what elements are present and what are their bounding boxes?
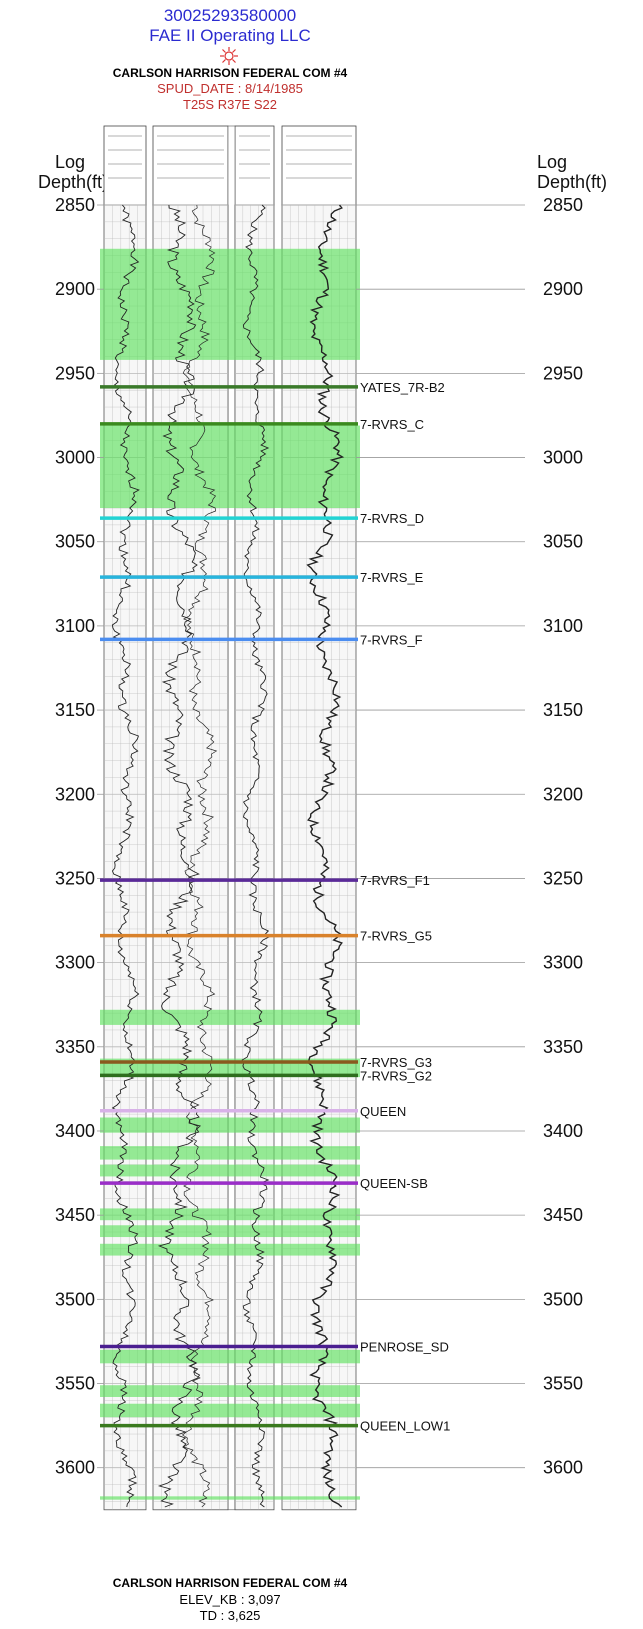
shaded-interval bbox=[100, 1403, 360, 1418]
depth-tick-label-right: 3050 bbox=[543, 532, 583, 552]
footer-elev-kb: ELEV_KB : 3,097 bbox=[179, 1592, 281, 1607]
depth-tick-label-left: 3250 bbox=[55, 868, 95, 888]
formation-top-label: 7-RVRS_C bbox=[360, 417, 424, 432]
shaded-intervals bbox=[100, 248, 360, 1500]
depth-tick-label-right: 3150 bbox=[543, 700, 583, 720]
depth-tick-label-right: 3250 bbox=[543, 868, 583, 888]
footer-td: TD : 3,625 bbox=[199, 1608, 261, 1623]
log-curves bbox=[111, 204, 345, 1508]
shaded-interval bbox=[100, 1146, 360, 1160]
depth-tick-label-left: 3300 bbox=[55, 953, 95, 973]
depth-tick-label-right: 3500 bbox=[543, 1289, 583, 1309]
log-track bbox=[103, 204, 147, 1511]
depth-tick-label-right: 3200 bbox=[543, 784, 583, 804]
depth-tick-label-left: 3050 bbox=[55, 532, 95, 552]
well-location: T25S R37E S22 bbox=[183, 97, 277, 112]
formation-top-label: YATES_7R-B2 bbox=[360, 380, 445, 395]
depth-tick-label-right: 3300 bbox=[543, 953, 583, 973]
log-curve bbox=[111, 204, 140, 1508]
log-curve bbox=[157, 204, 202, 1508]
depth-tick-label-right: 2950 bbox=[543, 363, 583, 383]
log-track bbox=[152, 204, 229, 1511]
shaded-interval bbox=[100, 425, 360, 509]
depth-tick-label-right: 3400 bbox=[543, 1121, 583, 1141]
right-axis-label-bottom: Depth(ft) bbox=[537, 172, 608, 192]
log-curve bbox=[241, 204, 270, 1508]
left-axis-label-top: Log bbox=[55, 152, 86, 172]
log-curve bbox=[306, 204, 345, 1508]
depth-tick-label-left: 3600 bbox=[55, 1458, 95, 1478]
shaded-interval bbox=[100, 1117, 360, 1133]
right-axis-label-top: Log bbox=[537, 152, 568, 172]
depth-tick-label-right: 2850 bbox=[543, 195, 583, 215]
depth-tick-label-left: 3150 bbox=[55, 700, 95, 720]
formation-top-label: 7-RVRS_E bbox=[360, 570, 424, 585]
depth-tick-label-left: 3100 bbox=[55, 616, 95, 636]
track-headers bbox=[103, 125, 357, 1511]
formation-top-label: PENROSE_SD bbox=[360, 1339, 449, 1354]
footer-well-name: CARLSON HARRISON FEDERAL COM #4 bbox=[112, 1576, 348, 1590]
well-name: CARLSON HARRISON FEDERAL COM #4 bbox=[112, 66, 348, 80]
depth-tick-label-left: 3450 bbox=[55, 1205, 95, 1225]
depth-tick-label-right: 3600 bbox=[543, 1458, 583, 1478]
log-curve bbox=[181, 204, 218, 1508]
shaded-interval bbox=[100, 1349, 360, 1364]
shaded-interval bbox=[100, 248, 360, 360]
log-track bbox=[234, 204, 275, 1511]
depth-tick-label-right: 3000 bbox=[543, 448, 583, 468]
depth-tick-label-left: 2950 bbox=[55, 363, 95, 383]
depth-tick-label-left: 3350 bbox=[55, 1037, 95, 1057]
formation-top-label: 7-RVRS_G2 bbox=[360, 1068, 432, 1083]
depth-tick-label-left: 3200 bbox=[55, 784, 95, 804]
spud-date: SPUD_DATE : 8/14/1985 bbox=[157, 81, 303, 96]
depth-tick-label-left: 3400 bbox=[55, 1121, 95, 1141]
depth-tick-label-left: 2900 bbox=[55, 279, 95, 299]
depth-axis: 2850 2850 2900 2900 2950 2950 3000 3000 3050 3050… bbox=[55, 195, 583, 1478]
track-header-box bbox=[103, 125, 147, 206]
formation-top-label: 7-RVRS_G5 bbox=[360, 929, 432, 944]
formation-top-label: QUEEN bbox=[360, 1104, 406, 1119]
shaded-interval bbox=[100, 1225, 360, 1238]
formation-top-label: 7-RVRS_D bbox=[360, 511, 424, 526]
depth-tick-label-right: 3450 bbox=[543, 1205, 583, 1225]
depth-tick-label-right: 3100 bbox=[543, 616, 583, 636]
formation-top-label: QUEEN-SB bbox=[360, 1176, 428, 1191]
shaded-interval bbox=[100, 1164, 360, 1177]
formation-top-label: 7-RVRS_G3 bbox=[360, 1055, 432, 1070]
formation-top-label: 7-RVRS_F bbox=[360, 632, 423, 647]
depth-tick-label-right: 3350 bbox=[543, 1037, 583, 1057]
shaded-interval bbox=[100, 1385, 360, 1397]
track-header-box bbox=[152, 125, 229, 206]
well-symbol-icon bbox=[220, 47, 238, 65]
operator-name: FAE II Operating LLC bbox=[149, 26, 311, 45]
depth-tick-label-left: 3500 bbox=[55, 1289, 95, 1309]
depth-tick-label-left: 2850 bbox=[55, 195, 95, 215]
track-header-box bbox=[234, 125, 275, 206]
formation-top-label: 7-RVRS_F1 bbox=[360, 873, 430, 888]
track-header-box bbox=[281, 125, 357, 206]
shaded-interval bbox=[100, 1496, 360, 1500]
depth-tick-label-left: 3000 bbox=[55, 448, 95, 468]
depth-tick-label-left: 3550 bbox=[55, 1374, 95, 1394]
api-number: 30025293580000 bbox=[163, 6, 297, 25]
shaded-interval bbox=[100, 1243, 360, 1256]
formation-top-label: QUEEN_LOW1 bbox=[360, 1419, 450, 1434]
formation-tops: YATES_7R-B2 7-RVRS_C 7-RVRS_D 7-RVRS_E 7-RVR… bbox=[100, 380, 450, 1434]
shaded-interval bbox=[100, 1208, 360, 1221]
depth-tick-label-right: 3550 bbox=[543, 1374, 583, 1394]
left-axis-label-bottom: Depth(ft) bbox=[38, 172, 109, 192]
depth-tick-label-right: 2900 bbox=[543, 279, 583, 299]
shaded-interval bbox=[100, 1009, 360, 1025]
